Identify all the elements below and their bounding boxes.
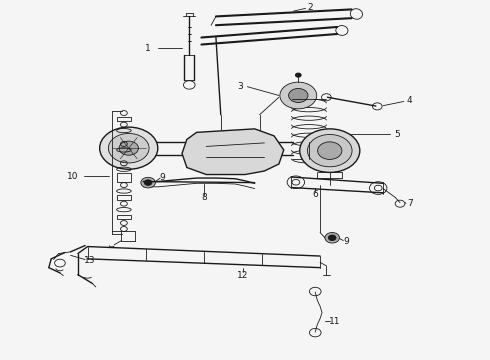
Circle shape <box>300 129 360 172</box>
Bar <box>117 195 131 200</box>
Text: 3: 3 <box>237 82 243 91</box>
Circle shape <box>99 127 158 169</box>
Text: 10: 10 <box>67 172 79 181</box>
Text: 7: 7 <box>407 199 413 208</box>
Circle shape <box>144 180 152 185</box>
Circle shape <box>108 134 149 163</box>
Circle shape <box>328 235 336 240</box>
Bar <box>117 117 131 121</box>
Circle shape <box>308 135 352 167</box>
Text: 5: 5 <box>395 130 400 139</box>
Text: 6: 6 <box>312 190 318 199</box>
Text: 2: 2 <box>308 3 313 12</box>
Bar <box>117 155 131 159</box>
Circle shape <box>295 73 301 77</box>
Text: 12: 12 <box>237 271 248 280</box>
Circle shape <box>318 142 342 159</box>
Bar <box>117 215 131 219</box>
Polygon shape <box>182 129 284 175</box>
Circle shape <box>119 141 138 155</box>
Circle shape <box>280 82 317 109</box>
Text: 8: 8 <box>201 193 207 202</box>
Text: 9: 9 <box>160 173 166 182</box>
Text: 4: 4 <box>407 96 413 105</box>
Circle shape <box>289 89 308 103</box>
Circle shape <box>141 177 155 188</box>
Text: 13: 13 <box>84 256 96 265</box>
Bar <box>117 173 131 182</box>
Text: 9: 9 <box>344 238 349 247</box>
Bar <box>117 135 131 140</box>
Text: 1: 1 <box>145 44 151 53</box>
Circle shape <box>325 233 340 243</box>
Text: 11: 11 <box>329 316 341 325</box>
